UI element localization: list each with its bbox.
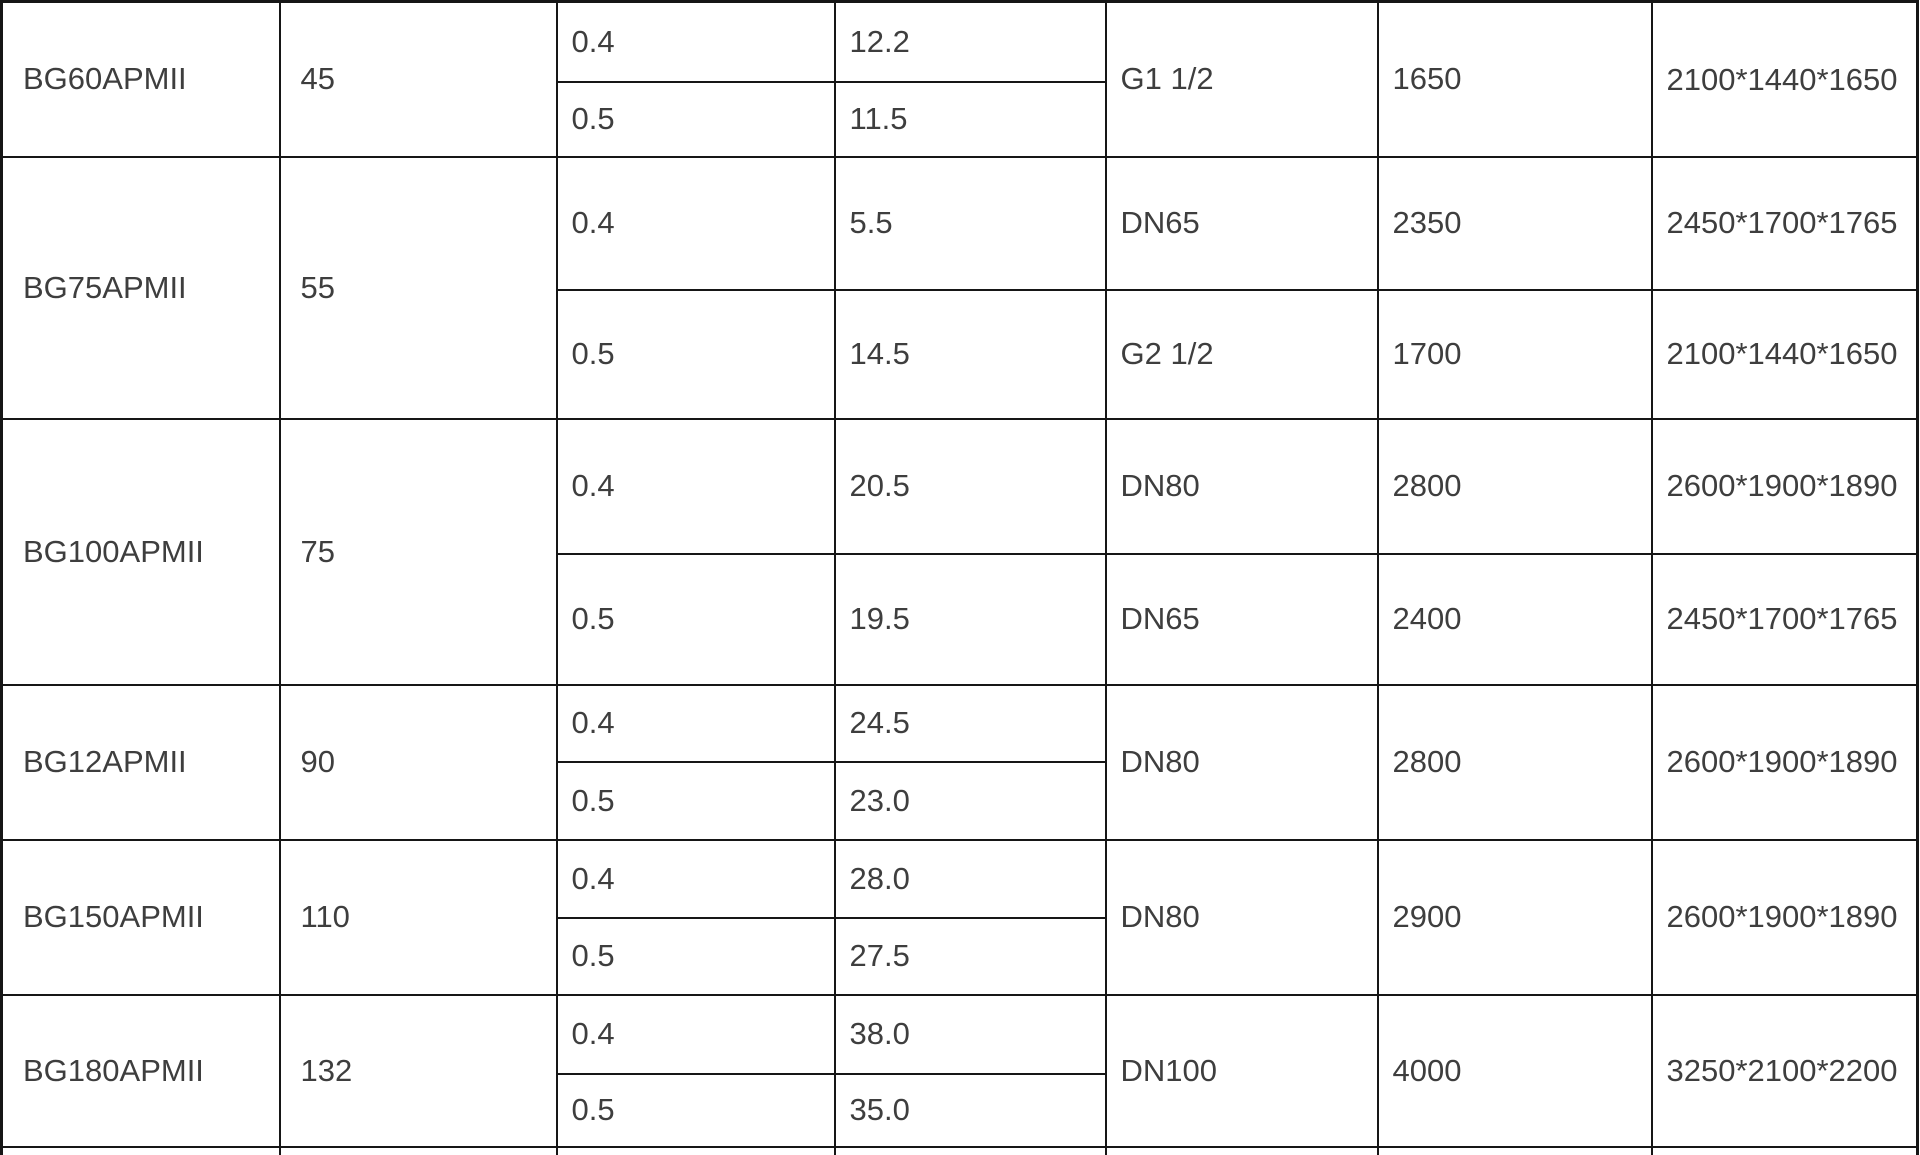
cell-flow: 19.5 xyxy=(833,552,1107,686)
cell-dimensions: 2450*1700*1765 xyxy=(1650,155,1919,291)
cell-flow: 14.5 xyxy=(833,288,1107,420)
cell-power: 75 xyxy=(278,417,558,686)
cell-model: BG150APMII xyxy=(0,838,281,996)
cell-pressure: 0.5 xyxy=(555,288,836,420)
cell-pressure: 0.5 xyxy=(555,1072,836,1148)
cell-weight: 2800 xyxy=(1376,417,1653,555)
table-row: BG150APMII 110 0.4 28.0 DN80 2900 2600*1900*18… xyxy=(0,838,1919,996)
cell-flow: 35.0 xyxy=(833,1072,1107,1148)
table-row: BG100APMII 75 0.4 20.5 DN80 2800 2600*1900*189… xyxy=(0,417,1919,686)
cell-flow: 20.5 xyxy=(833,417,1107,555)
cell-model: BG180APMII xyxy=(0,993,281,1148)
table-row: 0.5 23.0 xyxy=(2,760,1918,841)
table-row-clipped xyxy=(0,1145,1919,1155)
cell-weight: 2900 xyxy=(1376,838,1653,996)
cell-clipped xyxy=(278,1145,558,1155)
cell-power: 45 xyxy=(278,0,558,158)
cell-model: BG100APMII xyxy=(0,417,281,686)
table-row: BG12APMII 90 0.4 24.5 DN80 2800 2600*1900*1890 xyxy=(0,683,1919,841)
cell-flow: 28.0 xyxy=(833,838,1107,919)
cell-clipped xyxy=(555,1145,836,1155)
cell-connection: DN100 xyxy=(1104,993,1379,1148)
table-row: 0.5 11.5 xyxy=(2,80,1918,158)
table-row: 0.5 35.0 xyxy=(2,1072,1918,1148)
cell-weight: 2350 xyxy=(1376,155,1653,291)
cell-connection: G1 1/2 xyxy=(1104,0,1379,158)
cell-pressure: 0.4 xyxy=(555,417,836,555)
cell-weight: 1650 xyxy=(1376,0,1653,158)
cell-model: BG60APMII xyxy=(0,0,281,158)
cell-weight: 4000 xyxy=(1376,993,1653,1148)
cell-clipped xyxy=(1376,1145,1653,1155)
cell-power: 132 xyxy=(278,993,558,1148)
cell-flow: 11.5 xyxy=(833,80,1107,158)
cell-dimensions: 2600*1900*1890 xyxy=(1650,417,1919,555)
cell-pressure: 0.5 xyxy=(555,80,836,158)
table-row: BG60APMII 45 0.4 12.2 G1 1/2 1650 2100*1440*16… xyxy=(0,0,1919,158)
cell-pressure: 0.4 xyxy=(555,683,836,763)
cell-pressure: 0.4 xyxy=(555,155,836,291)
cell-dimensions: 2100*1440*1650 xyxy=(1650,0,1919,158)
cell-flow: 38.0 xyxy=(833,993,1107,1075)
cell-weight: 2400 xyxy=(1376,552,1653,686)
cell-pressure: 0.5 xyxy=(555,552,836,686)
cell-connection: G2 1/2 xyxy=(1104,288,1379,420)
cell-power: 55 xyxy=(278,155,558,420)
cell-pressure: 0.5 xyxy=(555,760,836,841)
cell-pressure: 0.4 xyxy=(555,0,836,83)
cell-dimensions: 2100*1440*1650 xyxy=(1650,288,1919,420)
cell-power: 110 xyxy=(278,838,558,996)
table-row: 0.5 19.5 DN65 2400 2450*1700*1765 xyxy=(2,552,1919,686)
cell-weight: 2800 xyxy=(1376,683,1653,841)
cell-clipped xyxy=(0,1145,281,1155)
table-row: 0.5 27.5 xyxy=(2,916,1918,996)
cell-dimensions: 3250*2100*2200 xyxy=(1650,993,1919,1148)
cell-pressure: 0.4 xyxy=(555,993,836,1075)
cell-flow: 27.5 xyxy=(833,916,1107,996)
cell-connection: DN80 xyxy=(1104,683,1379,841)
table-row: BG75APMII 55 0.4 5.5 DN65 2350 2450*1700*1765 xyxy=(0,155,1919,420)
cell-pressure: 0.4 xyxy=(555,838,836,919)
cell-dimensions: 2600*1900*1890 xyxy=(1650,683,1919,841)
cell-pressure: 0.5 xyxy=(555,916,836,996)
table-row: 0.5 14.5 G2 1/2 1700 2100*1440*1650 xyxy=(2,288,1919,420)
cell-dimensions: 2450*1700*1765 xyxy=(1650,552,1919,686)
cell-model: BG75APMII xyxy=(0,155,281,420)
cell-flow: 23.0 xyxy=(833,760,1107,841)
cell-connection: DN65 xyxy=(1104,552,1379,686)
cell-flow: 12.2 xyxy=(833,0,1107,83)
cell-power: 90 xyxy=(278,683,558,841)
cell-weight: 1700 xyxy=(1376,288,1653,420)
cell-connection: DN80 xyxy=(1104,838,1379,996)
cell-clipped xyxy=(833,1145,1107,1155)
cell-connection: DN80 xyxy=(1104,417,1379,555)
cell-model: BG12APMII xyxy=(0,683,281,841)
cell-clipped xyxy=(1650,1145,1919,1155)
cell-clipped xyxy=(1104,1145,1379,1155)
cell-flow: 24.5 xyxy=(833,683,1107,763)
cell-flow: 5.5 xyxy=(833,155,1107,291)
cell-dimensions: 2600*1900*1890 xyxy=(1650,838,1919,996)
table-row: BG180APMII 132 0.4 38.0 DN100 4000 3250*2100*2… xyxy=(0,993,1919,1148)
cell-connection: DN65 xyxy=(1104,155,1379,291)
